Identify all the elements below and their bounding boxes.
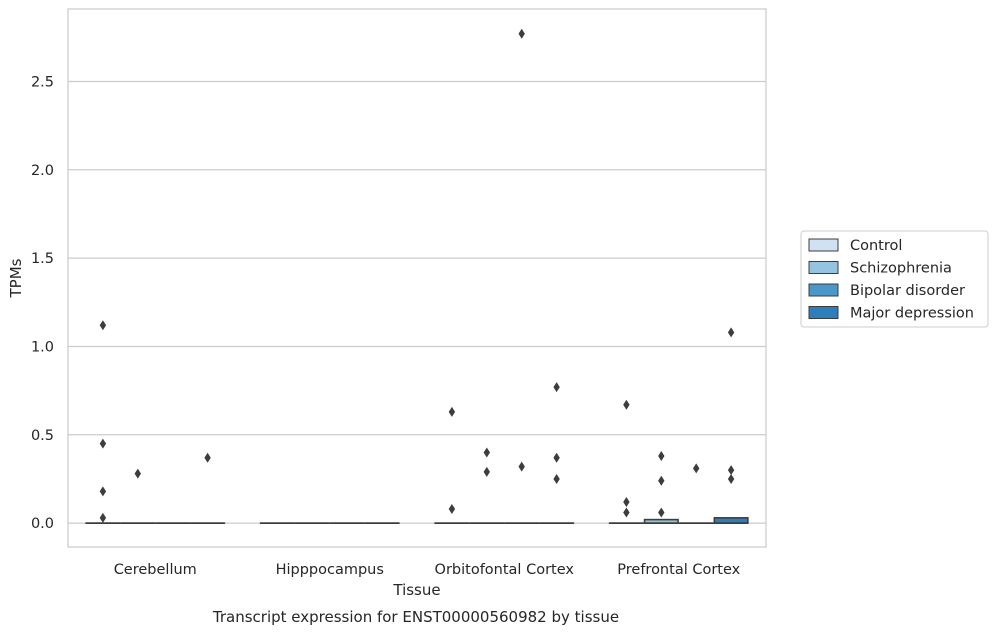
y-tick-label: 0.0: [31, 516, 54, 532]
outlier-point: [658, 475, 665, 486]
x-tick-label: Prefrontal Cortex: [617, 562, 740, 578]
outlier-point: [483, 466, 490, 477]
x-tick-label: Hipppocampus: [276, 562, 384, 578]
legend-label: Major depression: [850, 306, 974, 322]
outlier-point: [623, 496, 630, 507]
x-tick-label: Orbitofontal Cortex: [435, 562, 575, 578]
legend-swatch: [808, 283, 839, 297]
outlier-point: [553, 382, 560, 393]
box-plots: [85, 28, 749, 524]
outlier-point: [727, 465, 735, 476]
outlier-point: [727, 327, 735, 338]
y-tick-label: 0.5: [31, 428, 54, 444]
outlier-point: [99, 320, 107, 331]
legend-swatch: [808, 306, 839, 319]
outlier-point: [553, 473, 560, 484]
outlier-point: [623, 507, 630, 518]
y-tick-label: 2.5: [31, 74, 54, 90]
outlier-point: [99, 486, 107, 497]
outlier-point: [99, 438, 107, 449]
legend-frame: [800, 230, 989, 328]
outlier-point: [204, 452, 211, 463]
y-tick-label: 1.5: [31, 251, 54, 267]
legend-label: Bipolar disorder: [850, 283, 965, 299]
legend: Control Schizophrenia Bipolar disorder Majo…: [800, 230, 989, 328]
outlier-point: [693, 463, 700, 474]
tick-labels: 0.0 0.5 1.0 1.5 2.0 2.5 Cerebellum Hipppocampus…: [31, 74, 741, 578]
y-tick-label: 2.0: [31, 163, 54, 179]
outlier-point: [134, 468, 141, 479]
outlier-point: [658, 451, 665, 462]
x-axis-label: Tissue: [392, 581, 440, 599]
plot-area-frame: [67, 8, 767, 548]
legend-swatch: [808, 238, 839, 252]
legend-label: Schizophrenia: [850, 261, 952, 277]
legend-swatch: [808, 261, 839, 274]
outlier-point: [727, 473, 735, 484]
outlier-point: [518, 461, 525, 472]
outlier-point: [658, 507, 665, 518]
x-tick-label: Cerebellum: [114, 562, 197, 578]
y-tick-label: 1.0: [31, 339, 54, 355]
legend-label: Control: [850, 238, 902, 254]
outlier-point: [483, 447, 490, 458]
y-axis-label: TPMs: [7, 258, 25, 298]
outlier-point: [623, 399, 630, 410]
outlier-point: [448, 406, 456, 417]
chart-caption: Transcript expression for ENST0000056098…: [212, 608, 619, 626]
outlier-point: [448, 504, 456, 515]
outlier-point: [553, 452, 560, 463]
outlier-point: [99, 512, 107, 523]
outlier-point: [518, 28, 525, 39]
